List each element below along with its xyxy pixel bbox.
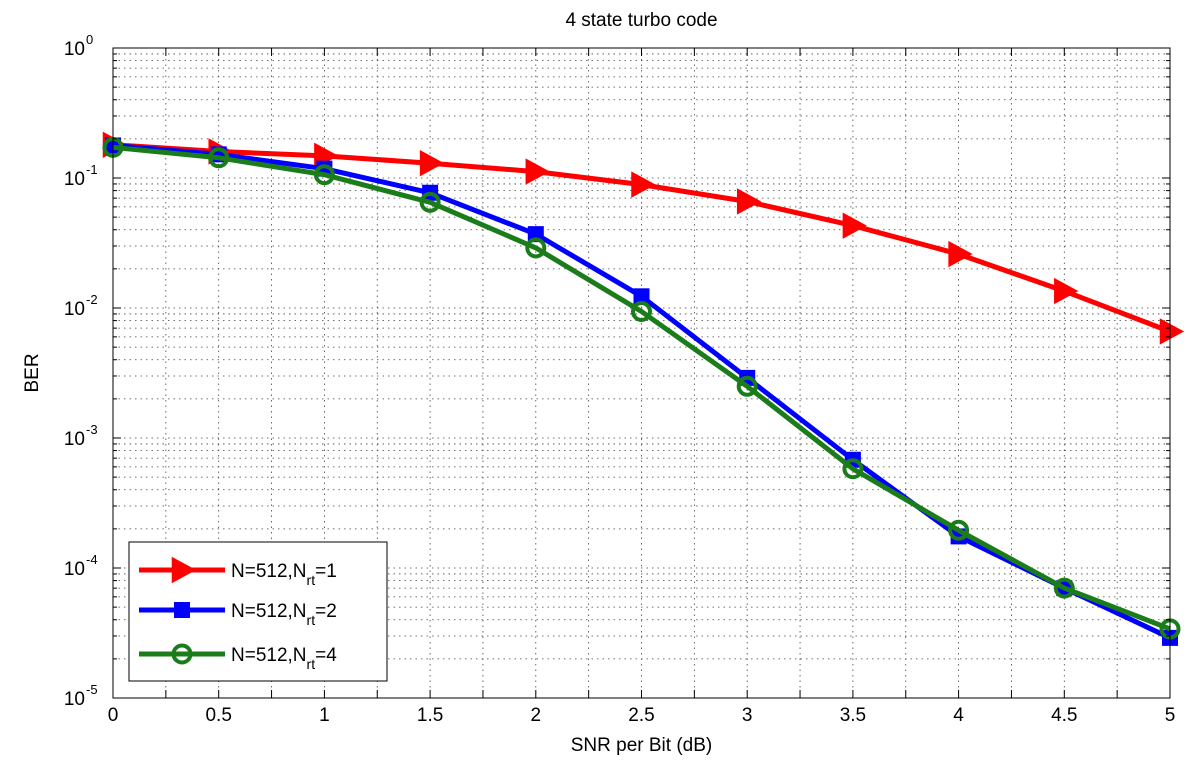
series-line-3 (112, 144, 1171, 632)
y-tick-base: 10 (64, 39, 85, 60)
data-point-1-3 (419, 149, 445, 177)
data-point-3-2 (313, 164, 335, 186)
y-tick-exponent: -3 (86, 422, 98, 437)
y-tick-base: 10 (64, 689, 85, 710)
data-point-3-8 (948, 519, 970, 541)
data-point-1-10 (1159, 318, 1185, 345)
data-point-3-1 (208, 147, 230, 169)
y-tick-base: 10 (64, 169, 85, 190)
legend: N=512,Nrt=1 N=512,Nrt=2 N=512,Nrt=4 (128, 541, 388, 682)
data-point-legend-2 (174, 602, 190, 618)
y-tick-label: 10 (64, 559, 85, 580)
y-tick-exponent: -1 (86, 162, 98, 177)
x-tick-label: 1 (319, 705, 330, 726)
data-point-1-6 (736, 188, 762, 215)
y-tick-base: 10 (64, 429, 85, 450)
y-tick-base: 10 (64, 559, 85, 580)
data-point-3-6 (736, 375, 758, 397)
data-point-3-3 (419, 191, 441, 213)
y-tick-exponent: -4 (86, 552, 98, 567)
legend-label-1: N=512,Nrt=1 (231, 561, 337, 588)
x-tick-label: 2.5 (628, 705, 654, 726)
data-point-1-9 (1054, 277, 1079, 305)
y-tick-label: 10 (64, 689, 85, 710)
data-point-1-4 (525, 158, 550, 185)
y-tick-label: 10 (64, 39, 85, 60)
y-tick-exponent: -2 (86, 292, 98, 307)
y-tick-exponent: 0 (86, 32, 93, 47)
series-3 (102, 136, 1181, 640)
x-tick-label: 5 (1165, 705, 1176, 726)
x-axis-label: SNR per Bit (dB) (571, 735, 712, 756)
data-point-1-5 (631, 171, 656, 198)
x-tick-label: 0 (108, 705, 119, 726)
legend-label-2: N=512,Nrt=2 (231, 601, 337, 628)
y-axis-label: BER (22, 353, 43, 392)
x-tick-label: 3 (742, 705, 753, 726)
data-point-3-4 (525, 237, 547, 259)
data-point-2-5 (633, 288, 650, 305)
data-point-3-7 (842, 458, 864, 480)
x-tick-label: 4.5 (1051, 705, 1077, 726)
chart-title: 4 state turbo code (565, 10, 717, 31)
data-point-3-5 (631, 300, 652, 322)
data-point-legend-3 (171, 643, 193, 665)
x-tick-label: 2 (531, 705, 542, 726)
y-tick-base: 10 (64, 299, 85, 320)
data-point-2-4 (527, 226, 544, 243)
y-tick-label: 10 (64, 429, 85, 450)
x-tick-label: 3.5 (840, 705, 866, 726)
data-point-1-7 (842, 212, 867, 239)
x-tick-label: 1.5 (417, 705, 443, 726)
data-point-legend-1 (171, 556, 197, 584)
y-tick-label: 10 (64, 299, 85, 320)
x-tick-label: 0.5 (205, 705, 231, 726)
plot-series (102, 131, 1185, 646)
x-tick-label: 4 (953, 705, 964, 726)
y-tick-exponent: -5 (86, 682, 98, 697)
data-point-3-9 (1053, 577, 1075, 599)
legend-label-3: N=512,Nrt=4 (231, 645, 337, 672)
y-tick-label: 10 (64, 169, 85, 190)
data-point-1-8 (948, 240, 973, 268)
